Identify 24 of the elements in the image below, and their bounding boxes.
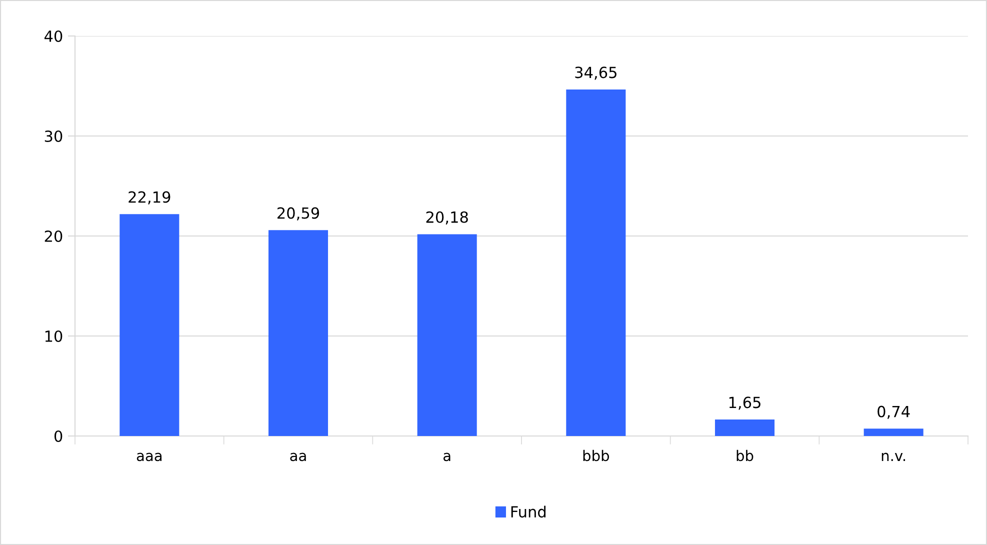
bar	[864, 428, 924, 436]
x-tick-label: n.v.	[882, 452, 906, 461]
bar	[417, 234, 477, 436]
x-tick-label: aa	[290, 452, 306, 462]
data-label: 1,65	[729, 396, 760, 410]
bar	[714, 420, 775, 436]
data-label: 0,74	[878, 406, 910, 419]
data-label: 22,19	[128, 191, 170, 204]
y-tick-label: 30	[44, 130, 62, 142]
y-tick-label: 0	[54, 430, 62, 442]
x-tick-label: bbb	[583, 450, 610, 462]
x-tick-label: aaa	[136, 452, 162, 462]
bar	[120, 214, 180, 436]
y-tick-label: 10	[45, 330, 62, 342]
data-label: 20,18	[426, 211, 468, 224]
bar	[268, 230, 328, 436]
y-tick-label: 20	[44, 230, 62, 242]
data-label: 34,65	[575, 66, 616, 80]
x-tick-label: bb	[736, 450, 754, 462]
legend-label: Fund	[511, 506, 546, 518]
bar	[566, 90, 626, 436]
data-label: 20,59	[278, 207, 320, 220]
y-tick-label: 40	[44, 30, 62, 42]
x-tick-label: a	[443, 452, 450, 462]
